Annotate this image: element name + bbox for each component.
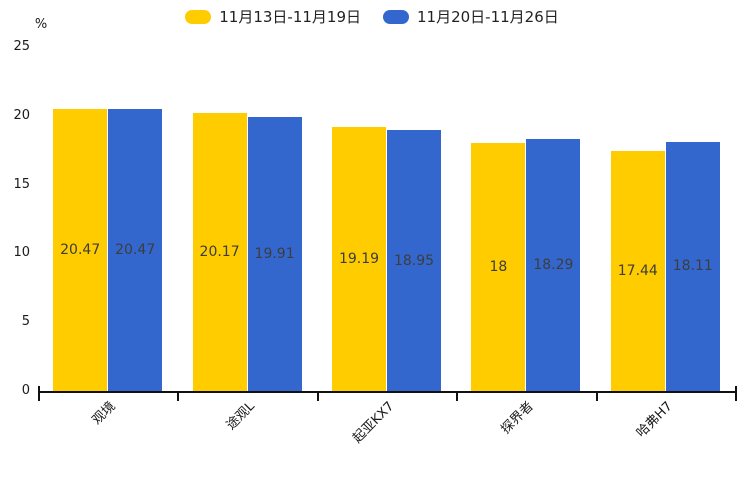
y-axis-tick-label: 0 <box>21 383 30 398</box>
bar <box>192 113 247 391</box>
bar-value-label: 19.91 <box>254 246 295 263</box>
x-axis-tick <box>735 386 737 401</box>
bar-value-label: 20.47 <box>60 242 101 259</box>
legend-item[interactable]: 11月13日-11月19日 <box>185 6 361 27</box>
bar <box>665 141 720 391</box>
legend-item[interactable]: 11月20日-11月26日 <box>383 6 559 27</box>
chart-legend: 11月13日-11月19日 11月20日-11月26日 <box>0 6 744 27</box>
bar-value-label: 18.95 <box>393 252 435 269</box>
x-axis-line <box>38 391 737 393</box>
bar-value-label: 19.19 <box>338 250 380 267</box>
x-axis-category-label: 观境 <box>89 399 119 429</box>
bar-value-label: 20.17 <box>199 244 240 261</box>
bar <box>53 109 108 391</box>
x-axis-category-label: 哈弗H7 <box>634 399 676 441</box>
x-axis-category-label: 探界者 <box>498 399 537 438</box>
y-axis-tick-label: 25 <box>13 39 30 54</box>
legend-swatch-icon <box>185 9 212 24</box>
bar-value-label: 18.11 <box>672 258 713 275</box>
bar-value-label: 17.44 <box>617 263 658 279</box>
x-axis-tick <box>38 386 40 401</box>
bar <box>108 109 163 391</box>
x-axis-category-label: 起亚KX7 <box>349 399 398 447</box>
bar-value-label: 20.47 <box>115 242 156 259</box>
y-axis-tick-label: 5 <box>21 314 30 330</box>
x-axis-tick <box>177 391 180 401</box>
legend-label: 11月13日-11月19日 <box>219 8 361 26</box>
y-axis-tick-label: 10 <box>13 245 30 261</box>
bar <box>387 130 441 391</box>
bar <box>471 143 526 391</box>
x-axis-tick <box>316 391 319 401</box>
y-axis-tick-label: 20 <box>13 107 30 123</box>
x-axis-tick <box>595 391 598 401</box>
legend-swatch-icon <box>383 9 409 24</box>
legend-label: 11月20日-11月26日 <box>417 8 559 26</box>
bar-value-label: 18.29 <box>533 257 574 274</box>
bar <box>526 139 581 391</box>
x-axis-tick <box>456 391 459 401</box>
bar <box>332 126 386 391</box>
x-axis-category-label: 途观L <box>223 399 258 434</box>
y-axis-tick-label: 15 <box>13 176 30 192</box>
bar <box>610 151 665 391</box>
bar-value-label: 18 <box>489 259 508 276</box>
bar <box>247 117 302 391</box>
y-axis-unit-label: % <box>34 17 48 32</box>
